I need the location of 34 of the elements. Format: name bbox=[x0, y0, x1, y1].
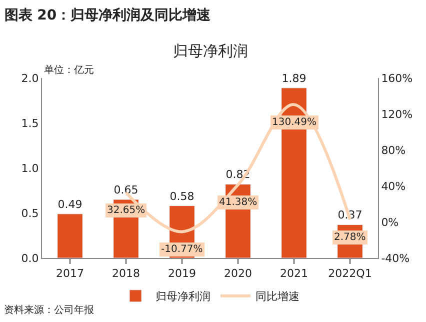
data-label: 2.78% bbox=[334, 232, 366, 243]
data-label: 41.38% bbox=[219, 197, 258, 208]
text: 资料来源：公司年报 bbox=[4, 304, 94, 316]
y2-tick-label: 80% bbox=[381, 144, 406, 157]
data-label: 1.89 bbox=[282, 72, 306, 85]
y2-tick-label: 160% bbox=[381, 72, 413, 85]
x-tick-label: 2022Q1 bbox=[328, 267, 372, 280]
text: 单位：亿元 bbox=[44, 64, 94, 76]
y-tick-label: 0.5 bbox=[21, 206, 39, 220]
data-label: 130.49% bbox=[272, 117, 316, 128]
x-tick-label: 2019 bbox=[168, 267, 196, 280]
data-label: 0.65 bbox=[114, 184, 138, 196]
y-tick-label: 1.0 bbox=[21, 162, 39, 175]
y2-tick-label: 40% bbox=[381, 180, 406, 193]
chart-title: 图表 20：归母净利润及同比增速 bbox=[4, 6, 212, 24]
legend-label: 归母净利润 bbox=[156, 290, 210, 304]
y-tick-label: 2.0 bbox=[21, 72, 39, 85]
y2-tick-label: 0% bbox=[381, 216, 399, 229]
x-tick-label: 2017 bbox=[56, 267, 84, 280]
y2-tick-label: -40% bbox=[381, 252, 410, 265]
data-label: 0.37 bbox=[338, 208, 362, 222]
data-label: -10.77% bbox=[161, 244, 203, 255]
chart-subtitle: 归母净利润 bbox=[173, 42, 248, 60]
data-label: 32.65% bbox=[107, 205, 146, 216]
x-tick-label: 2020 bbox=[224, 267, 252, 280]
data-label: 0.58 bbox=[170, 190, 194, 203]
data-label: 0.49 bbox=[58, 198, 82, 211]
legend-label: 同比增速 bbox=[256, 290, 300, 304]
y-tick-label: 0.0 bbox=[21, 252, 39, 265]
x-tick-label: 2021 bbox=[280, 267, 308, 280]
y2-tick-label: 120% bbox=[381, 108, 413, 121]
y-tick-label: 1.5 bbox=[21, 116, 39, 130]
x-tick-label: 2018 bbox=[112, 267, 140, 280]
bar bbox=[57, 214, 83, 258]
